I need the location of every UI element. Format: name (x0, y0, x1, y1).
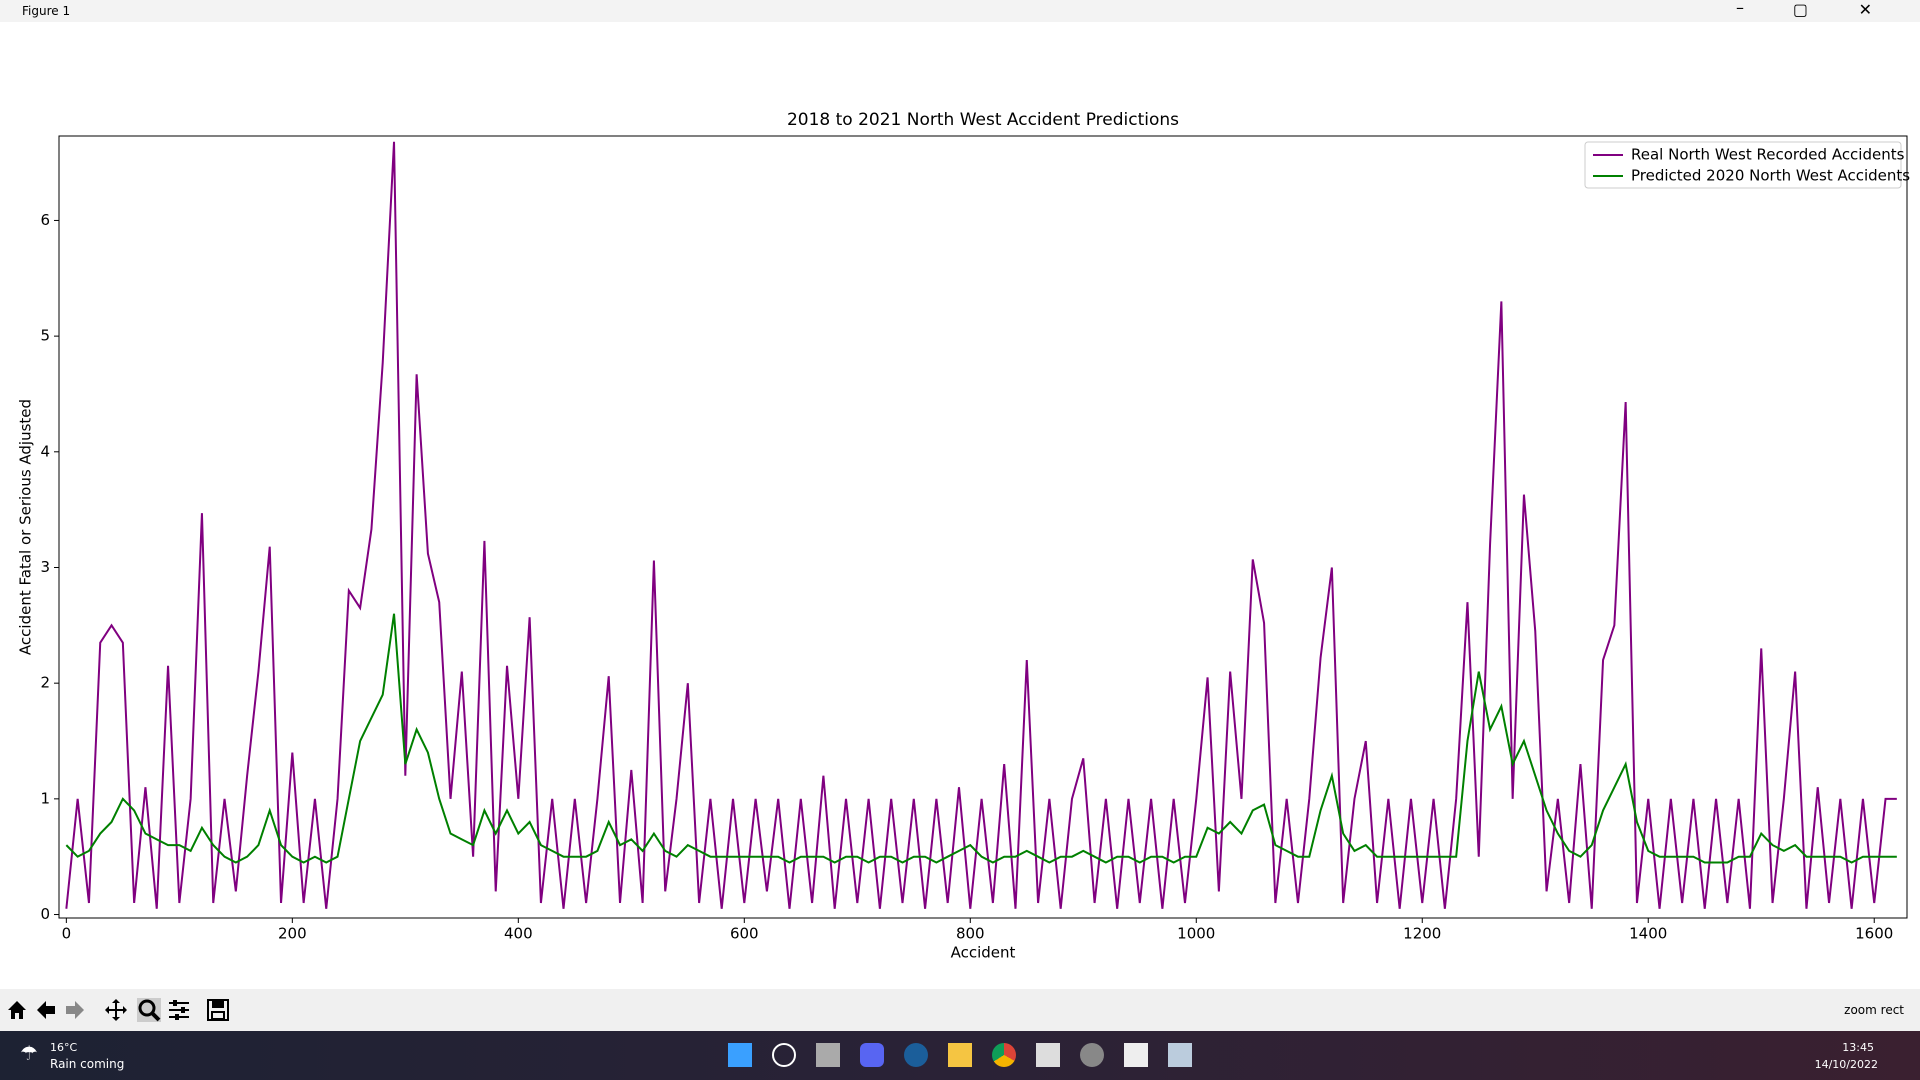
y-tick-label: 5 (40, 327, 50, 345)
weather-text: Rain coming (50, 1057, 125, 1071)
settings-app[interactable] (1080, 1043, 1104, 1067)
search-button[interactable] (772, 1043, 796, 1067)
chrome-app[interactable] (992, 1043, 1016, 1067)
clock-time: 13:45 (1842, 1041, 1874, 1054)
taskbar-apps (728, 1043, 1192, 1067)
x-tick-label: 600 (730, 925, 759, 943)
back-button[interactable] (34, 998, 58, 1022)
plot-frame (58, 135, 1908, 919)
y-tick-label: 3 (40, 558, 50, 576)
legend-label: Predicted 2020 North West Accidents (1631, 167, 1910, 185)
maximize-button[interactable]: ▢ (1792, 0, 1808, 19)
data-line (65, 613, 1897, 864)
temperature: 16°C (50, 1041, 78, 1054)
y-tick-label: 6 (40, 211, 50, 229)
task-view[interactable] (816, 1043, 840, 1067)
data-line (65, 141, 1897, 909)
x-tick-label: 400 (504, 925, 533, 943)
steam-app[interactable] (904, 1043, 928, 1067)
window-title: Figure 1 (22, 4, 71, 18)
save-button[interactable] (206, 998, 230, 1022)
legend-label: Real North West Recorded Accidents (1631, 146, 1905, 164)
forward-button[interactable] (63, 998, 87, 1022)
x-tick-label: 1200 (1403, 925, 1441, 943)
start-button[interactable] (728, 1043, 752, 1067)
discord-app[interactable] (860, 1043, 884, 1067)
python-app[interactable] (1036, 1043, 1060, 1067)
x-tick-label: 200 (278, 925, 307, 943)
y-axis-label: Accident Fatal or Serious Adjusted (17, 399, 35, 655)
toolbar: zoom rect (0, 989, 1920, 1031)
y-tick-label: 4 (40, 442, 50, 460)
title-bar: Figure 1 ✕ ▢ – (0, 0, 1920, 22)
chart: 2018 to 2021 North West Accident Predict… (17, 110, 1911, 962)
pan-button[interactable] (104, 998, 128, 1022)
minimize-button[interactable]: – (1736, 0, 1744, 17)
explorer-app[interactable] (948, 1043, 972, 1067)
weather-icon: ☂ (20, 1041, 38, 1065)
y-tick-label: 2 (40, 674, 50, 692)
figure-app[interactable] (1124, 1043, 1148, 1067)
zoom-button[interactable] (137, 998, 161, 1022)
configure-button[interactable] (167, 998, 191, 1022)
other-app[interactable] (1168, 1043, 1192, 1067)
status-text: zoom rect (1844, 1003, 1904, 1017)
x-tick-label: 1000 (1177, 925, 1215, 943)
x-tick-label: 800 (956, 925, 985, 943)
y-tick-label: 1 (40, 789, 50, 807)
chart-title: 2018 to 2021 North West Accident Predict… (787, 110, 1179, 130)
close-button[interactable]: ✕ (1858, 0, 1872, 19)
legend-box (1584, 141, 1902, 189)
home-button[interactable] (5, 998, 29, 1022)
x-tick-label: 1600 (1855, 925, 1893, 943)
clock-date: 14/10/2022 (1814, 1058, 1878, 1071)
x-tick-label: 1400 (1629, 925, 1667, 943)
y-tick-label: 0 (40, 905, 50, 923)
taskbar: ☂ 16°C Rain coming 13:45 14/10/2022 (0, 1031, 1920, 1080)
x-tick-label: 0 (62, 925, 72, 943)
x-axis-label: Accident (951, 944, 1016, 962)
